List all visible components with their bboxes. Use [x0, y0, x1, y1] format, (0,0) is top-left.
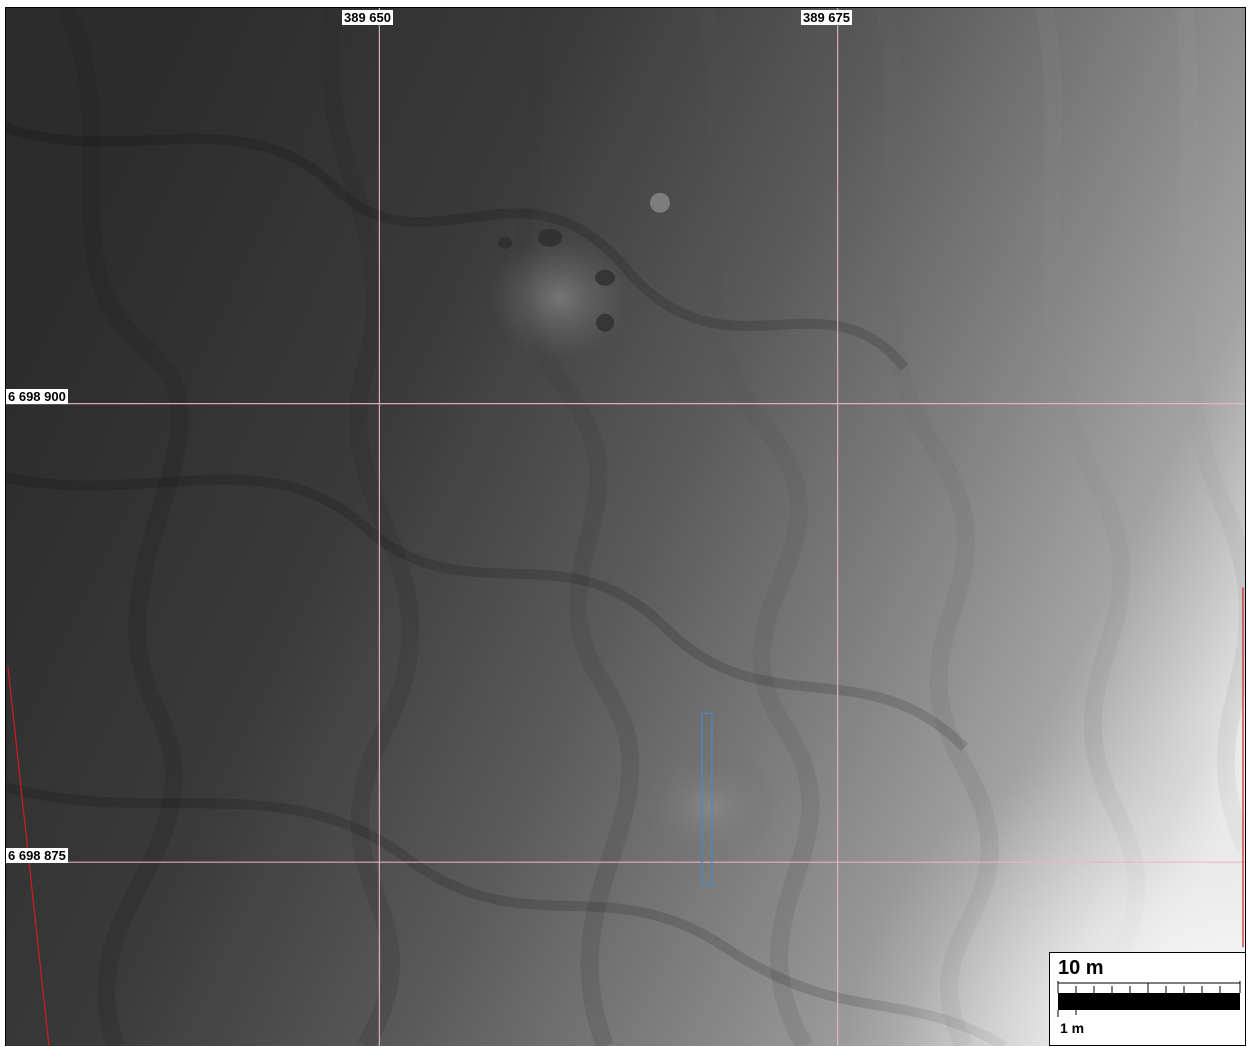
- scale-bar-main-label: 10 m: [1058, 957, 1104, 979]
- northing-label-2: 6 698 875: [6, 848, 68, 863]
- northing-label-1: 6 698 900: [6, 389, 68, 404]
- scale-bar: 10 m 1 m: [1049, 952, 1246, 1046]
- scale-bar-sub-label: 1 m: [1060, 1020, 1085, 1036]
- map-canvas[interactable]: [5, 7, 1246, 1046]
- survey-feature-outline: [701, 712, 713, 886]
- elevation-raster: [6, 8, 1245, 1046]
- easting-label-1: 389 650: [342, 10, 393, 25]
- easting-label-2: 389 675: [801, 10, 852, 25]
- scale-bar-graphic: [1057, 981, 1241, 1017]
